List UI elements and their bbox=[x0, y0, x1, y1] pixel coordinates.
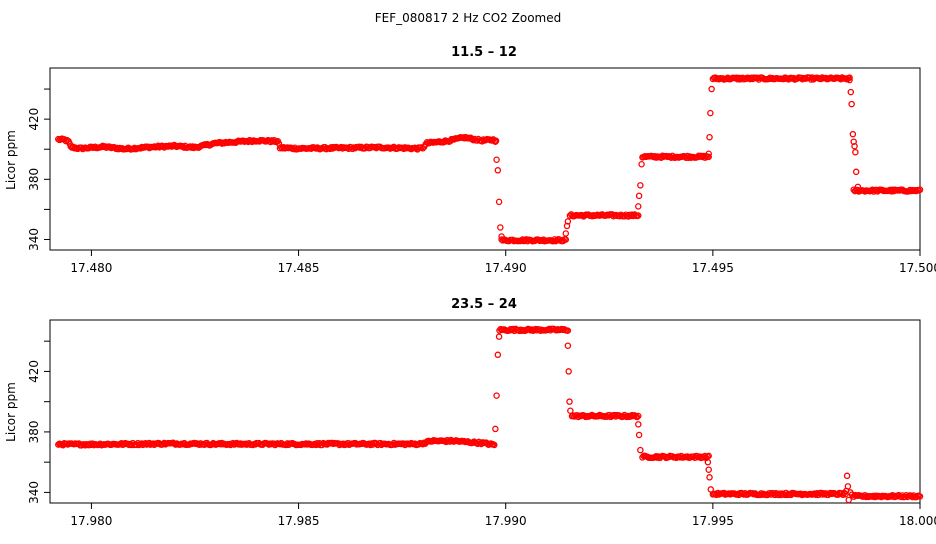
data-point bbox=[495, 198, 503, 206]
x-tick-label: 17.495 bbox=[692, 261, 734, 275]
figure-title: FEF_080817 2 Hz CO2 Zoomed bbox=[375, 11, 561, 25]
data-point bbox=[848, 100, 855, 108]
data-point bbox=[491, 441, 498, 449]
data-point bbox=[705, 153, 712, 161]
y-tick-label: 380 bbox=[27, 168, 41, 191]
data-point bbox=[707, 486, 715, 493]
data-points-2 bbox=[55, 325, 924, 504]
x-tick-label: 17.490 bbox=[485, 261, 527, 275]
data-point bbox=[493, 392, 500, 399]
chart-panel-1: 11.5 – 12 Licor ppm 17.480 17.485 17.490 17… bbox=[4, 45, 936, 275]
x-tick-label: 17.990 bbox=[485, 514, 527, 528]
data-point bbox=[849, 130, 857, 138]
data-point bbox=[852, 148, 859, 156]
data-point bbox=[488, 137, 496, 144]
data-point bbox=[705, 150, 712, 157]
data-point bbox=[635, 212, 642, 219]
data-point bbox=[708, 85, 715, 93]
data-point bbox=[705, 466, 712, 473]
x-tick-label: 17.985 bbox=[278, 514, 320, 528]
y-tick-label: 420 bbox=[27, 108, 41, 131]
data-point bbox=[635, 421, 642, 428]
data-point bbox=[846, 76, 853, 84]
data-point bbox=[706, 133, 713, 141]
data-point bbox=[492, 425, 499, 433]
data-point bbox=[847, 88, 855, 96]
data-point bbox=[567, 407, 574, 414]
data-point bbox=[637, 446, 644, 454]
data-point bbox=[633, 413, 641, 421]
data-point bbox=[494, 167, 502, 174]
data-point bbox=[852, 168, 860, 176]
y-tick-label: 420 bbox=[27, 360, 41, 383]
x-tick-label: 17.980 bbox=[70, 514, 112, 528]
data-point bbox=[846, 74, 853, 81]
data-point bbox=[845, 496, 852, 504]
data-point bbox=[705, 452, 712, 460]
data-point bbox=[564, 218, 572, 225]
x-tick-label: 17.480 bbox=[70, 261, 112, 275]
data-point bbox=[494, 351, 502, 359]
data-point bbox=[493, 156, 500, 163]
data-point bbox=[916, 493, 924, 500]
data-point bbox=[562, 230, 570, 237]
data-point bbox=[498, 233, 505, 240]
data-point bbox=[638, 161, 645, 168]
data-point bbox=[495, 333, 503, 340]
data-point bbox=[848, 491, 856, 498]
panel-title-1: 11.5 – 12 bbox=[451, 45, 517, 60]
data-point bbox=[635, 412, 642, 420]
plot-frame-2 bbox=[49, 319, 921, 504]
data-point bbox=[562, 236, 570, 243]
data-point bbox=[851, 142, 858, 150]
data-point bbox=[635, 192, 643, 200]
data-point bbox=[704, 458, 712, 466]
x-tick-label: 17.995 bbox=[692, 514, 734, 528]
data-point bbox=[706, 474, 713, 481]
x-tick-label: 18.000 bbox=[899, 514, 936, 528]
data-point bbox=[566, 398, 573, 405]
data-point bbox=[497, 224, 504, 231]
data-point bbox=[564, 327, 572, 334]
y-tick-label: 380 bbox=[27, 420, 41, 443]
data-point bbox=[635, 431, 643, 439]
y-tick-label: 340 bbox=[27, 481, 41, 504]
y-axis-label-1: Licor ppm bbox=[4, 130, 18, 190]
y-tick-label: 340 bbox=[27, 228, 41, 251]
data-point bbox=[564, 342, 572, 349]
chart-panel-2: 23.5 – 24 Licor ppm 17.980 17.985 17.990 17… bbox=[4, 297, 936, 528]
y-axis-label-2: Licor ppm bbox=[4, 382, 18, 442]
data-point bbox=[707, 109, 714, 117]
plot-frame-1 bbox=[49, 67, 921, 251]
x-tick-label: 17.500 bbox=[899, 261, 936, 275]
data-point bbox=[565, 368, 572, 375]
panel-title-2: 23.5 – 24 bbox=[451, 297, 517, 312]
data-points-1 bbox=[55, 74, 924, 245]
data-point bbox=[844, 483, 852, 490]
x-tick-label: 17.485 bbox=[278, 261, 320, 275]
data-point bbox=[492, 138, 499, 145]
data-point bbox=[843, 472, 851, 480]
data-point bbox=[637, 182, 644, 189]
data-point bbox=[635, 203, 642, 210]
data-point bbox=[916, 186, 924, 193]
data-point bbox=[854, 183, 862, 191]
